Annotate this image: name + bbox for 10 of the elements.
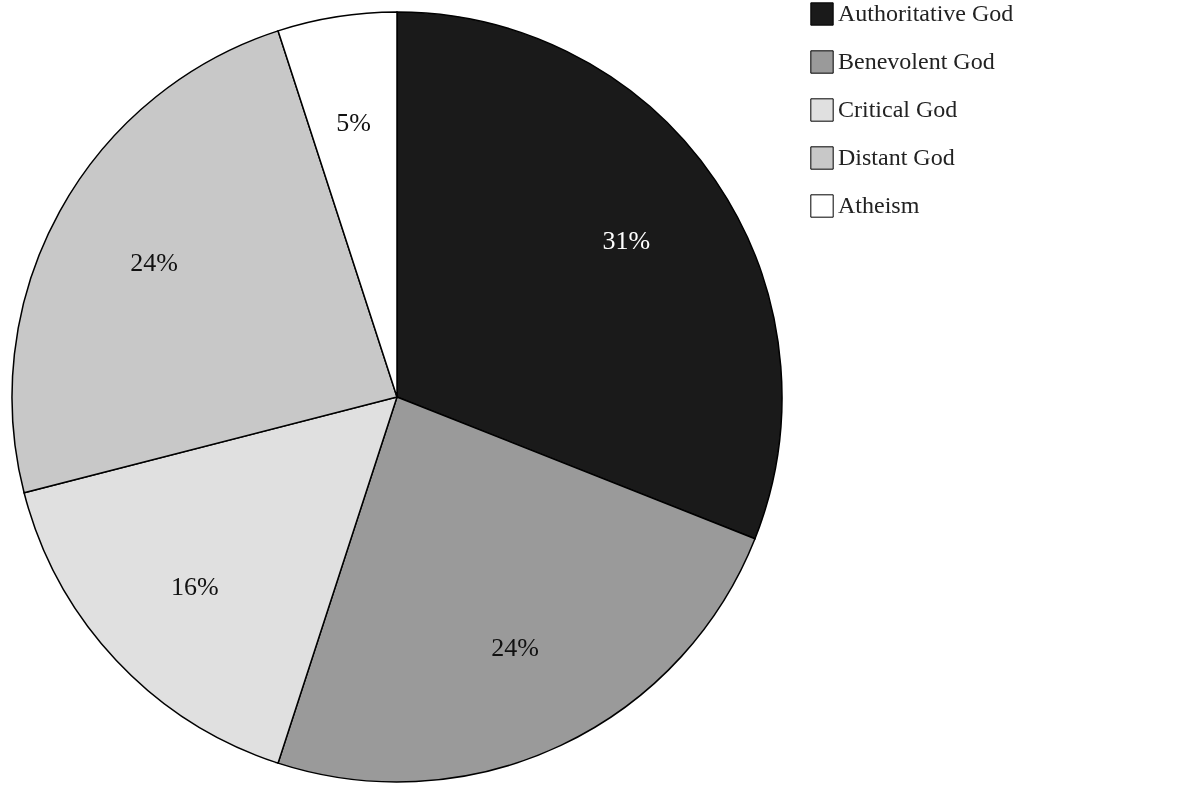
legend-label: Distant God — [838, 144, 955, 170]
data-label: 16% — [171, 571, 219, 601]
legend-label: Authoritative God — [838, 0, 1014, 26]
data-label: 31% — [602, 226, 651, 256]
legend-label: Atheism — [838, 192, 920, 218]
data-label: 24% — [130, 248, 178, 278]
legend-label: Benevolent God — [838, 48, 995, 74]
legend-label: Critical God — [838, 96, 958, 122]
data-label: 5% — [336, 108, 371, 138]
data-label: 24% — [491, 632, 539, 662]
